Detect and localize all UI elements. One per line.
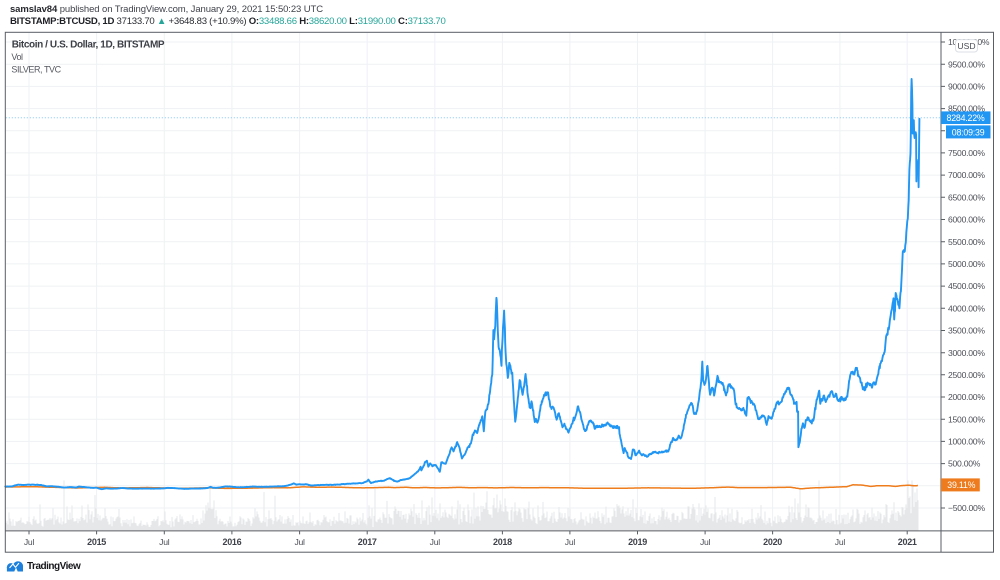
svg-text:9000.00%: 9000.00% — [948, 82, 985, 92]
svg-text:2000.00%: 2000.00% — [948, 392, 985, 402]
svg-text:2019: 2019 — [628, 537, 647, 547]
svg-text:3000.00%: 3000.00% — [948, 348, 985, 358]
svg-text:Jul: Jul — [24, 537, 35, 547]
svg-text:Bitcoin / U.S. Dollar, 1D, BIT: Bitcoin / U.S. Dollar, 1D, BITSTAMP — [12, 39, 165, 50]
svg-text:4500.00%: 4500.00% — [948, 281, 985, 291]
svg-text:500.00%: 500.00% — [948, 459, 981, 469]
svg-text:1000.00%: 1000.00% — [948, 437, 985, 447]
svg-text:SILVER, TVC: SILVER, TVC — [11, 65, 61, 75]
svg-text:2500.00%: 2500.00% — [948, 370, 985, 380]
svg-text:7000.00%: 7000.00% — [948, 170, 985, 180]
svg-text:2020: 2020 — [763, 537, 782, 547]
svg-text:6000.00%: 6000.00% — [948, 215, 985, 225]
svg-text:1500.00%: 1500.00% — [948, 414, 985, 424]
svg-text:5500.00%: 5500.00% — [948, 237, 985, 247]
svg-text:6500.00%: 6500.00% — [948, 192, 985, 202]
svg-text:2015: 2015 — [87, 537, 106, 547]
svg-text:Jul: Jul — [294, 537, 305, 547]
svg-text:7500.00%: 7500.00% — [948, 148, 985, 158]
svg-text:3500.00%: 3500.00% — [948, 326, 985, 336]
svg-text:9500.00%: 9500.00% — [948, 59, 985, 69]
svg-text:2021: 2021 — [898, 537, 917, 547]
svg-text:Jul: Jul — [159, 537, 170, 547]
svg-text:Jul: Jul — [700, 537, 711, 547]
svg-text:08:09:39: 08:09:39 — [952, 127, 985, 137]
svg-text:−500.00%: −500.00% — [948, 503, 986, 513]
svg-text:39.11%: 39.11% — [947, 480, 975, 490]
svg-text:USD: USD — [957, 41, 975, 51]
svg-text:Vol: Vol — [11, 52, 23, 62]
svg-text:8500.00%: 8500.00% — [948, 104, 985, 114]
svg-text:2016: 2016 — [222, 537, 241, 547]
svg-text:8284.22%: 8284.22% — [947, 113, 985, 123]
svg-text:Jul: Jul — [430, 537, 441, 547]
svg-text:4000.00%: 4000.00% — [948, 303, 985, 313]
svg-text:Jul: Jul — [565, 537, 576, 547]
svg-text:5000.00%: 5000.00% — [948, 259, 985, 269]
svg-text:Jul: Jul — [835, 537, 846, 547]
svg-text:2018: 2018 — [493, 537, 512, 547]
svg-text:2017: 2017 — [358, 537, 377, 547]
